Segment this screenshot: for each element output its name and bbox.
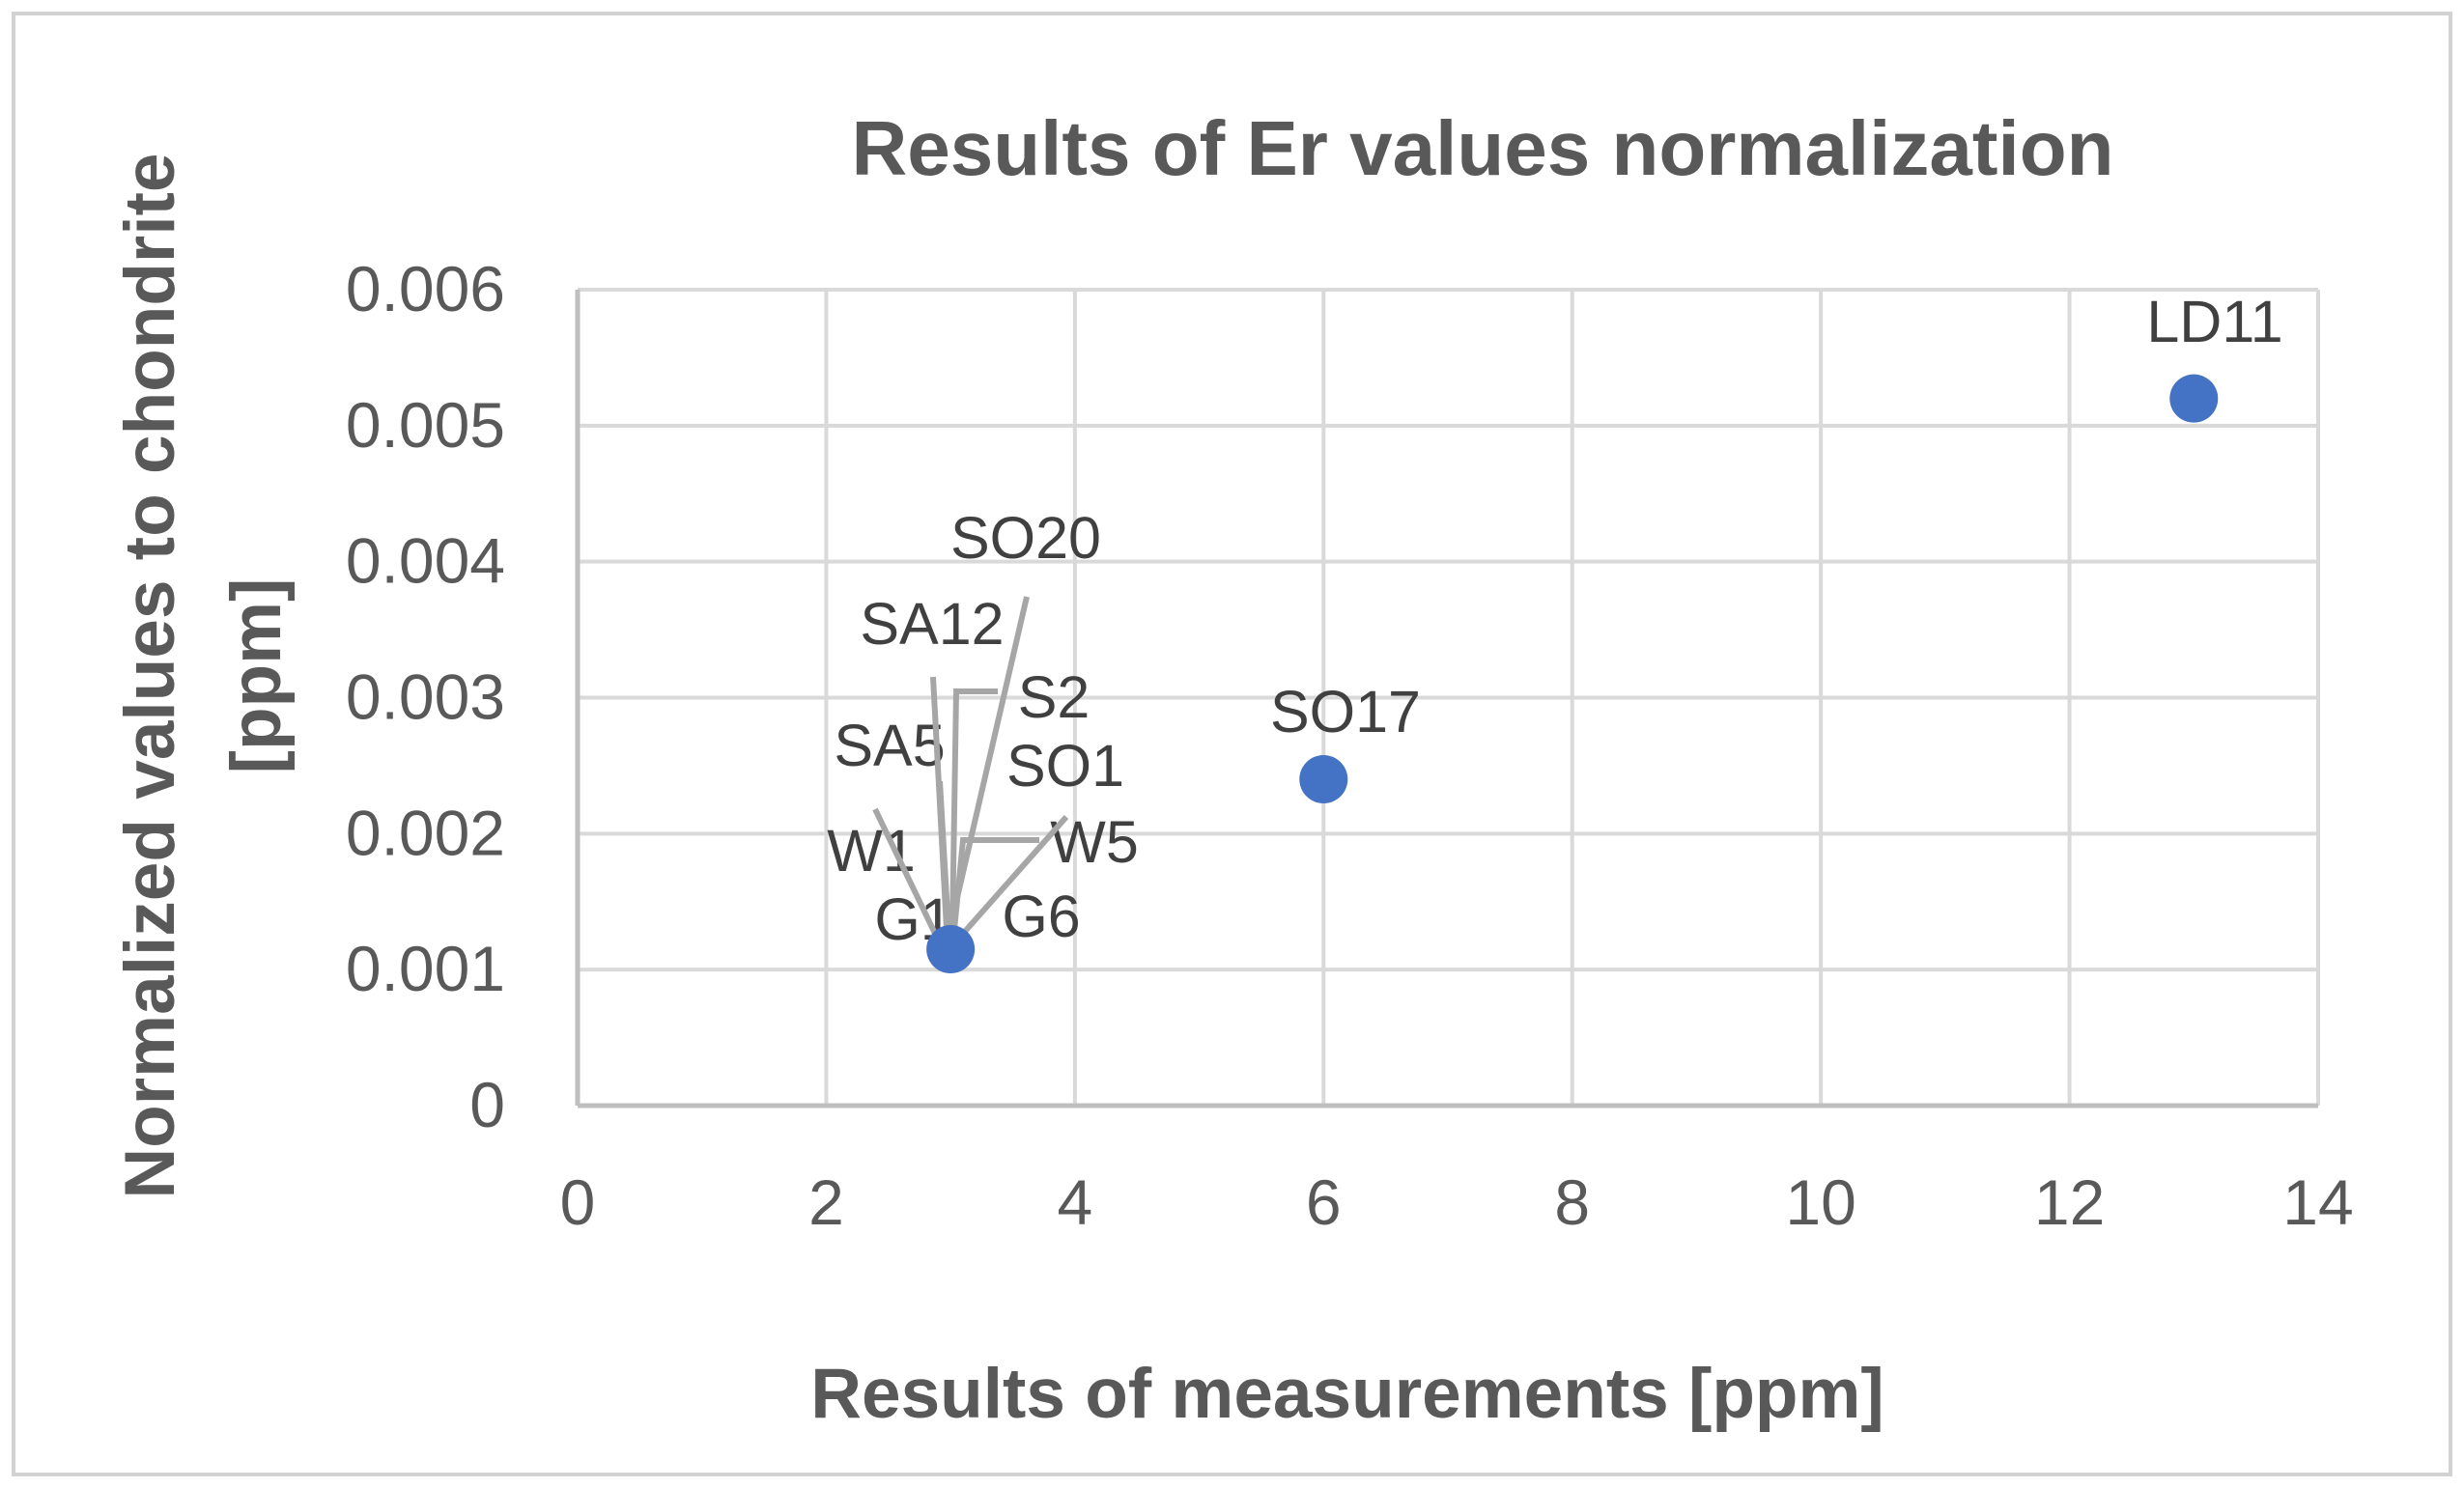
leader-line — [951, 837, 1039, 931]
point-label-g6: G6 — [1002, 884, 1080, 949]
data-point-ld11 — [2169, 374, 2219, 423]
x-tick-label: 6 — [1306, 1166, 1342, 1238]
point-label-ld11: LD11 — [2146, 289, 2282, 354]
y-tick-labels: 0 0.001 0.002 0.003 0.004 0.005 0.006 — [346, 253, 505, 1140]
point-label-s2: S2 — [1018, 664, 1090, 730]
x-tick-label: 8 — [1554, 1166, 1590, 1238]
point-label-w1: W1 — [827, 818, 916, 884]
x-tick-label: 14 — [2282, 1166, 2353, 1238]
point-label-so17: SO17 — [1270, 679, 1421, 744]
leader-line — [948, 596, 1030, 928]
x-tick-label: 12 — [2034, 1166, 2105, 1238]
leader-line — [872, 807, 942, 943]
y-tick-label: 0.005 — [346, 389, 505, 461]
point-label-sa5: SA5 — [834, 713, 945, 778]
point-label-so20: SO20 — [950, 505, 1101, 571]
data-point-so17 — [1299, 755, 1348, 803]
y-axis-title-line1: Normalized values to chondrite — [111, 153, 189, 1198]
y-tick-label: 0.006 — [346, 253, 505, 324]
data-points — [926, 374, 2219, 974]
y-tick-label: 0.004 — [346, 525, 505, 597]
x-tick-label: 4 — [1057, 1166, 1092, 1238]
leader-line — [937, 780, 951, 932]
leader-line — [959, 815, 1069, 937]
y-tick-label: 0.003 — [346, 661, 505, 733]
leader-lines — [872, 596, 1069, 943]
axis-lines — [575, 290, 2318, 1109]
x-tick-label: 0 — [560, 1166, 596, 1238]
data-point-g1 — [926, 925, 976, 974]
point-label-so1: SO1 — [1006, 733, 1124, 799]
x-tick-labels: 0 2 4 6 8 10 12 14 — [560, 1166, 2354, 1238]
x-axis-title: Results of measurements [ppm] — [810, 1355, 1883, 1433]
chart-title: Results of Er values normalization — [852, 105, 2114, 191]
y-axis-title-line2: [ppm] — [217, 578, 296, 774]
gridlines — [578, 288, 2320, 1106]
x-tick-label: 10 — [1785, 1166, 1855, 1238]
y-tick-label: 0.001 — [346, 933, 505, 1004]
x-tick-label: 2 — [808, 1166, 844, 1238]
y-tick-label: 0 — [469, 1069, 505, 1140]
figure-border — [12, 12, 2452, 1476]
point-label-sa12: SA12 — [860, 591, 1004, 657]
y-tick-label: 0.002 — [346, 797, 505, 868]
leader-line — [949, 688, 998, 930]
